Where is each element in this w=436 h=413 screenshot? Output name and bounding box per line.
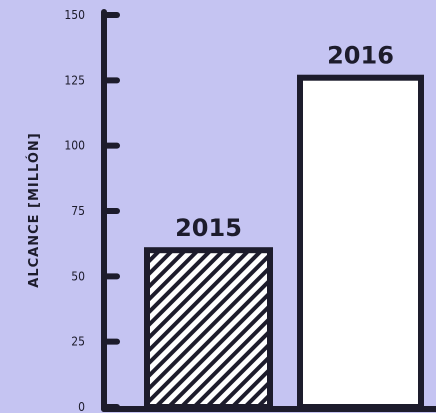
y-axis-ticks: 0 25 50 75 100 125 150 <box>64 8 120 413</box>
y-axis-label: ALCANCE [MILLÓN] <box>26 132 42 287</box>
data-labels: 2015 2016 <box>175 42 394 242</box>
y-tick-label-125: 125 <box>64 73 85 87</box>
bar-2016 <box>297 74 424 410</box>
data-label-2015: 2015 <box>175 214 242 242</box>
bars <box>144 74 424 410</box>
y-tick-label-100: 100 <box>64 139 85 153</box>
y-tick-label-75: 75 <box>71 204 85 218</box>
data-label-2016: 2016 <box>327 42 394 70</box>
y-tick-label-0: 0 <box>78 400 85 413</box>
bar-2015 <box>144 247 273 410</box>
y-tick-label-25: 25 <box>71 335 85 349</box>
y-tick-label-50: 50 <box>71 269 85 283</box>
y-tick-label-150: 150 <box>64 8 85 22</box>
